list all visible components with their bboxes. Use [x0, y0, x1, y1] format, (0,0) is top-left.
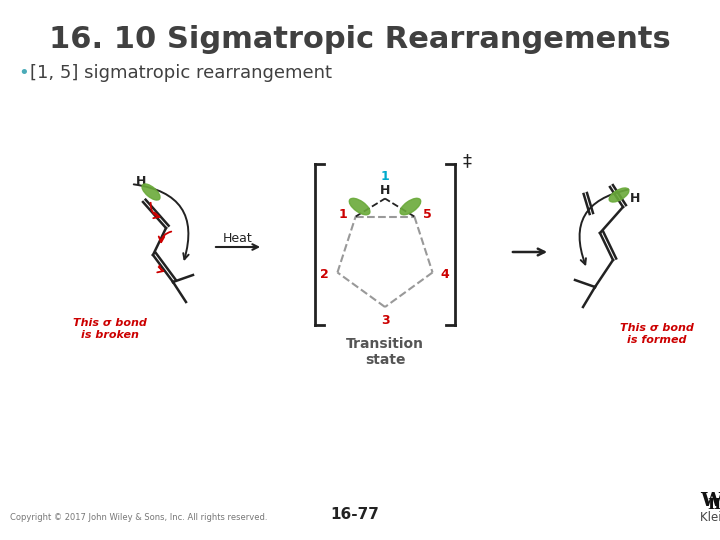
Text: H: H: [136, 175, 146, 188]
Text: Klein, Organic Chemistry 3e: Klein, Organic Chemistry 3e: [700, 511, 720, 524]
Text: Copyright © 2017 John Wiley & Sons, Inc. All rights reserved.: Copyright © 2017 John Wiley & Sons, Inc.…: [10, 513, 268, 522]
Ellipse shape: [609, 188, 629, 202]
Ellipse shape: [142, 184, 160, 200]
Text: Heat: Heat: [223, 232, 253, 245]
Text: ‡: ‡: [462, 152, 472, 171]
Text: 3: 3: [381, 314, 390, 327]
Text: ILEY: ILEY: [707, 498, 720, 512]
Text: W: W: [700, 492, 720, 510]
Text: [1, 5] sigmatropic rearrangement: [1, 5] sigmatropic rearrangement: [30, 64, 332, 82]
Ellipse shape: [400, 198, 420, 215]
Text: 5: 5: [423, 208, 432, 221]
Text: Transition
state: Transition state: [346, 337, 424, 367]
Text: This σ bond
is broken: This σ bond is broken: [73, 318, 147, 340]
Text: H: H: [380, 184, 390, 197]
Text: •: •: [18, 64, 29, 82]
Text: 1: 1: [381, 170, 390, 183]
Text: 1: 1: [338, 208, 347, 221]
Text: This σ bond
is formed: This σ bond is formed: [620, 323, 694, 345]
Text: 16-77: 16-77: [330, 507, 379, 522]
Text: 2: 2: [320, 268, 329, 281]
Text: 16. 10 Sigmatropic Rearrangements: 16. 10 Sigmatropic Rearrangements: [49, 25, 671, 54]
Text: 4: 4: [440, 268, 449, 281]
Ellipse shape: [349, 198, 370, 215]
Text: H: H: [630, 192, 640, 206]
